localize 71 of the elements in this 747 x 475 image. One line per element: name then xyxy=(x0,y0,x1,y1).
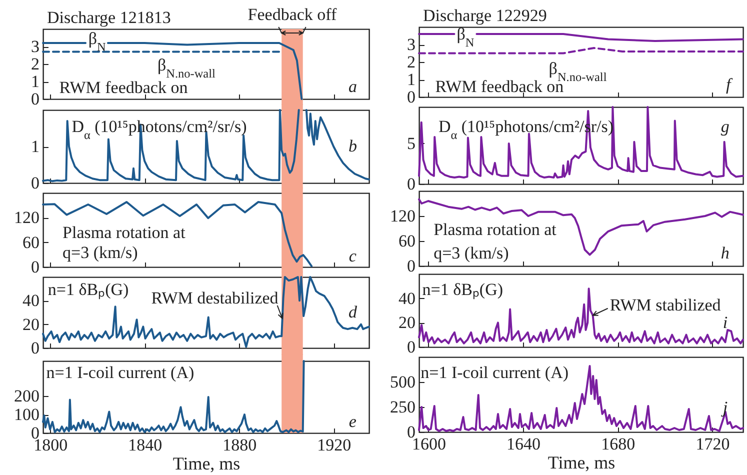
line-series xyxy=(42,276,370,348)
y-tick-label: 0 xyxy=(407,174,416,194)
x-tick-label: 1680 xyxy=(601,434,636,454)
x-tick-label: 1880 xyxy=(222,436,257,454)
x-tick-label: 1920 xyxy=(317,436,352,454)
y-tick-label: 120 xyxy=(390,206,416,226)
band-label: Feedback off xyxy=(248,5,338,24)
y-tick-label: 1 xyxy=(31,137,40,156)
y-tick-label: 1 xyxy=(31,72,40,91)
x-tick-label: 1840 xyxy=(128,436,162,454)
y-tick-label: 5 xyxy=(407,134,416,153)
series-label: β$_{N}$ xyxy=(88,28,106,54)
y-tick-label: 100 xyxy=(14,405,40,424)
annotation: n=1 I-coil current (A) xyxy=(420,362,569,382)
y-tick-label: 0 xyxy=(407,256,416,276)
annotation: Plasma rotation at xyxy=(434,220,557,239)
line-series xyxy=(418,365,744,432)
y-tick-label: 60 xyxy=(398,232,416,250)
annotation: Plasma rotation at xyxy=(62,222,186,242)
annotation: c xyxy=(348,246,357,266)
annotation: e xyxy=(348,412,357,432)
y-tick-label: 500 xyxy=(390,372,416,392)
x-axis-title: Time, ms xyxy=(548,452,616,472)
chart-title: Discharge 122929 xyxy=(423,6,547,25)
line-series xyxy=(42,201,313,268)
annotation: i xyxy=(722,312,728,332)
annotation: n=1 δBₚ(G) xyxy=(48,280,129,300)
line-series xyxy=(418,106,744,179)
x-axis-title: Time, ms xyxy=(172,454,240,474)
y-tick-label: 0 xyxy=(407,422,416,442)
y-tick-label: 20 xyxy=(22,314,40,334)
y-tick-label: 3 xyxy=(407,35,416,54)
y-tick-label: 0 xyxy=(31,258,40,276)
annotation: q=3 (km/s) xyxy=(434,243,509,262)
y-tick-label: 200 xyxy=(14,386,40,406)
y-tick-label: 60 xyxy=(22,232,40,252)
annotation: g xyxy=(720,117,730,136)
line-series xyxy=(42,360,305,434)
y-tick-label: 1 xyxy=(407,70,416,89)
annotation: f xyxy=(726,75,734,94)
y-tick-label: 2 xyxy=(407,52,416,72)
y-tick-label: 0 xyxy=(31,90,40,108)
y-tick-label: 0 xyxy=(407,88,416,106)
x-tick-label: 1640 xyxy=(506,434,541,454)
y-tick-label: 0 xyxy=(31,338,40,358)
annotation: RWM stabilized xyxy=(610,295,722,314)
annotation: n=1 I-coil current (A) xyxy=(46,363,194,382)
annotation: b xyxy=(348,136,357,156)
y-tick-label: 2 xyxy=(31,54,40,74)
annotation: a xyxy=(348,77,357,96)
annotation: n=1 δBₚ(G) xyxy=(422,280,504,300)
series-label: β$_{N.no-wall}$ xyxy=(548,59,608,84)
y-tick-label: 250 xyxy=(390,398,416,416)
y-tick-label: 20 xyxy=(398,313,416,332)
annotation: RWM destabilized xyxy=(151,288,279,308)
y-tick-label: 40 xyxy=(398,288,416,308)
series-label: β$_{N.no-wall}$ xyxy=(157,55,216,80)
annotation: d xyxy=(348,302,358,322)
annotation: D$_{α}$ (10¹⁵photons/cm²/sr/s) xyxy=(72,116,247,142)
x-tick-label: 1720 xyxy=(696,434,730,454)
y-tick-label: 40 xyxy=(22,291,40,310)
series-label: β$_{N}$ xyxy=(456,24,474,50)
annotation: q=3 (km/s) xyxy=(62,242,138,262)
chart-title: Discharge 121813 xyxy=(47,8,171,27)
y-tick-label: 3 xyxy=(31,37,40,56)
annotation: h xyxy=(720,243,730,262)
y-tick-label: 0 xyxy=(31,174,40,192)
y-tick-label: 120 xyxy=(14,208,40,228)
y-tick-label: 0 xyxy=(407,338,416,356)
annotation: j xyxy=(720,398,728,417)
annotation: RWM feedback on xyxy=(59,78,188,97)
